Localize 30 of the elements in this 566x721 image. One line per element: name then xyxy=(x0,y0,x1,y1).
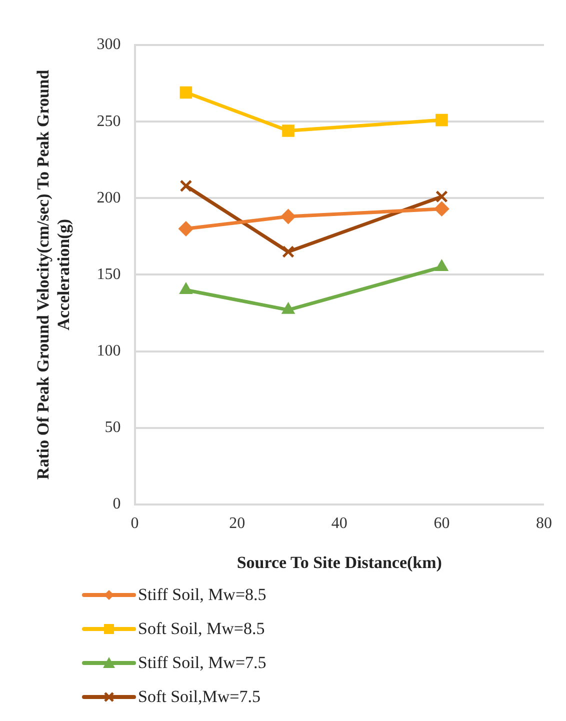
x-tick-label: 80 xyxy=(536,515,552,532)
point xyxy=(280,209,296,224)
y-tick-label: 50 xyxy=(104,419,121,436)
point xyxy=(180,86,192,99)
y-tick-label: 300 xyxy=(96,36,121,54)
point xyxy=(436,114,448,126)
legend-label: Soft Soil,Mw=7.5 xyxy=(138,687,260,707)
y-tick-label: 100 xyxy=(96,342,121,360)
y-tick-label: 150 xyxy=(96,266,121,283)
point xyxy=(282,302,295,314)
legend-label: Stiff Soil, Mw=8.5 xyxy=(138,585,266,605)
y-axis-title: Ratio Of Peak Ground Velocity(cm/sec) To Peak Ground Acceleration(g) xyxy=(34,69,73,480)
point xyxy=(179,282,193,294)
y-tick-label: 0 xyxy=(112,496,121,513)
y-tick-label: 250 xyxy=(96,112,121,130)
legend-label: Stiff Soil, Mw=7.5 xyxy=(138,653,266,673)
point xyxy=(180,180,192,192)
y-tick-label: 200 xyxy=(96,189,121,206)
x-axis-title: Source To Site Distance(km) xyxy=(236,553,442,572)
point xyxy=(282,246,294,258)
point xyxy=(282,124,294,137)
point xyxy=(178,221,194,236)
x-tick-label: 40 xyxy=(331,515,348,532)
point xyxy=(436,190,448,203)
point xyxy=(434,201,450,216)
x-tick-label: 0 xyxy=(130,515,139,532)
point xyxy=(435,260,448,272)
x-tick-label: 20 xyxy=(229,515,246,532)
legend-label: Soft Soil, Mw=8.5 xyxy=(138,619,265,639)
x-tick-label: 60 xyxy=(434,515,450,532)
